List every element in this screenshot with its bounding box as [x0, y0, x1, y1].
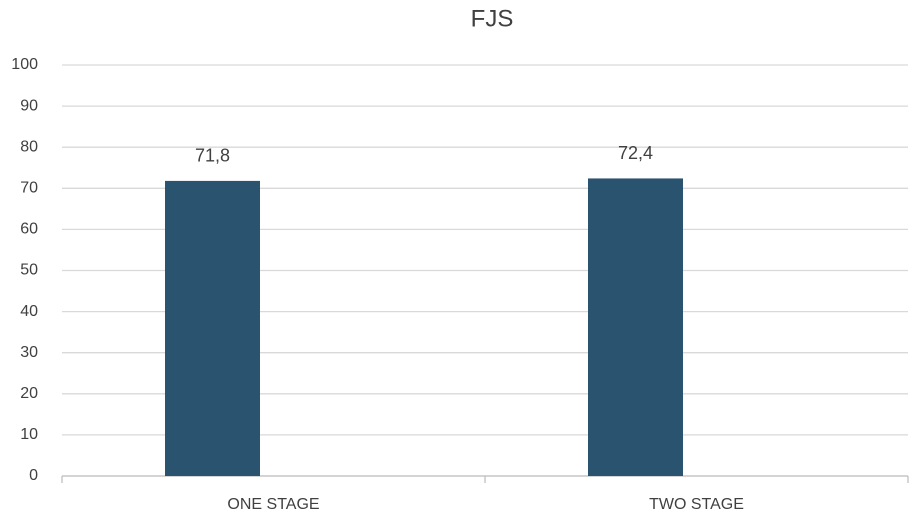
x-tick-label: TWO STAGE: [649, 496, 744, 513]
y-tick-label: 10: [20, 426, 38, 443]
bar: [165, 180, 260, 477]
y-tick-label: 30: [20, 344, 38, 361]
y-tick-label: 80: [20, 138, 38, 155]
y-tick-label: 90: [20, 97, 38, 114]
value-label: 72,4: [618, 143, 653, 163]
x-tick-label: ONE STAGE: [227, 496, 319, 513]
y-tick-label: 40: [20, 303, 38, 320]
y-tick-label: 50: [20, 262, 38, 279]
bar: [588, 178, 683, 476]
y-tick-label: 0: [29, 467, 38, 484]
value-label: 71,8: [195, 146, 230, 166]
y-tick-label: 100: [11, 56, 38, 73]
chart-title: FJS: [471, 5, 514, 32]
y-tick-label: 60: [20, 221, 38, 238]
y-tick-label: 70: [20, 180, 38, 197]
y-tick-label: 20: [20, 385, 38, 402]
